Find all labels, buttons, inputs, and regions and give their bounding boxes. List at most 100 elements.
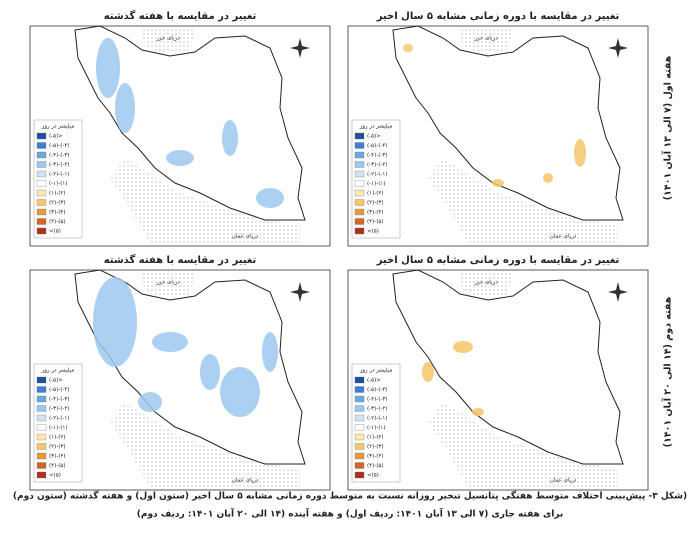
caption: برای هفته جاری (۷ الی ۱۳ آبان ۱۴۰۱: ردیف… — [137, 508, 564, 520]
change-area — [115, 83, 135, 133]
legend-label: (-۵)-(-۴) — [367, 143, 387, 149]
legend-label: (-۳)-(-۲) — [367, 162, 387, 168]
legend-label: (-۴)-(-۳) — [367, 397, 387, 403]
compass — [290, 282, 310, 302]
legend-label: (-۵)-(-۴) — [367, 387, 387, 393]
legend-label: (۲)-(۳) — [367, 200, 383, 206]
legend-swatch — [36, 414, 47, 422]
legend-swatch — [36, 189, 47, 197]
panel-title: تغییر در مقایسه با هفته گذشته — [104, 253, 257, 266]
legend-label: (-۵)-(-۴) — [49, 143, 69, 149]
legend-swatch — [36, 142, 47, 149]
legend-label: (-۱)-(۱) — [367, 181, 385, 187]
legend-swatch — [36, 161, 47, 168]
change-area — [166, 150, 194, 166]
legend-label: (۴)-(۵) — [49, 463, 65, 469]
legend-swatch — [36, 227, 47, 235]
legend-swatch — [36, 180, 47, 187]
legend-swatch — [354, 452, 365, 460]
legend-box — [351, 363, 401, 483]
legend-box — [33, 119, 83, 239]
legend-swatch — [354, 180, 365, 187]
legend-label: (-۴)-(-۳) — [367, 153, 387, 159]
legend-swatch — [36, 218, 47, 225]
legend-label: (۱)-(۲) — [49, 191, 65, 197]
legend-swatch — [354, 218, 365, 225]
legend-label: (-۱)-(۱) — [367, 425, 385, 431]
gulf-sea — [110, 402, 300, 488]
legend-label: (-۴)-(-۳) — [49, 153, 69, 159]
panel-title: تغییر در مقایسه با دوره زمانی مشابه ۵ سا… — [376, 255, 620, 266]
sea-label: دریای خزر — [155, 36, 180, 42]
legend-swatch — [36, 452, 47, 460]
legend-label: (-۳)-(-۲) — [367, 406, 387, 412]
sea-label: دریای خزر — [473, 36, 498, 42]
legend-label: (۳)-(۴) — [49, 454, 65, 460]
legend-swatch — [354, 132, 365, 140]
row-label: هفته اول (۷ الی ۱۳ آبان ۱۴۰۱) — [661, 55, 674, 200]
change-area — [262, 332, 278, 372]
legend-swatch — [36, 376, 47, 384]
legend-label: (-۲)-(-۱) — [367, 172, 387, 178]
change-area — [472, 408, 484, 416]
legend-label: (۱)-(۲) — [49, 435, 65, 441]
legend-box — [33, 363, 83, 483]
panel-title: تغییر در مقایسه با هفته گذشته — [104, 9, 257, 22]
map-panel: تغییر در مقایسه با هفته گذشته دریای خزر در… — [29, 9, 331, 247]
legend-swatch — [354, 376, 365, 384]
legend-swatch — [354, 170, 365, 178]
legend-label: (۲)-(۳) — [49, 444, 65, 450]
change-area — [403, 44, 413, 52]
legend-label: <(۵) — [367, 473, 379, 479]
legend-label: (-۲)-(-۱) — [49, 172, 69, 178]
iran-outline — [74, 25, 306, 221]
gulf-sea — [428, 158, 618, 244]
legend-swatch — [36, 433, 47, 441]
legend-swatch — [354, 208, 365, 216]
change-area — [492, 179, 504, 187]
sea-label: دریای خزر — [155, 280, 180, 286]
legend-title: میلیمتر در روز — [41, 124, 75, 130]
legend-label: (-۵)> — [367, 134, 381, 140]
change-area — [574, 139, 586, 167]
sea-label: دریای عمان — [232, 234, 259, 240]
legend-swatch — [36, 443, 47, 450]
sea-label: دریای خزر — [473, 280, 498, 286]
legend-swatch — [354, 142, 365, 149]
legend-swatch — [36, 199, 47, 206]
sea-label: دریای عمان — [550, 478, 577, 484]
legend-swatch — [36, 462, 47, 469]
map-panel: تغییر در مقایسه با دوره زمانی مشابه ۵ سا… — [347, 11, 649, 247]
change-area — [93, 277, 137, 367]
legend-label: (-۱)-(۱) — [49, 181, 67, 187]
legend-label: (-۳)-(-۲) — [49, 406, 69, 412]
legend-label: (-۵)-(-۴) — [49, 387, 69, 393]
caspian-sea — [142, 272, 195, 298]
panel-title: تغییر در مقایسه با دوره زمانی مشابه ۵ سا… — [376, 11, 620, 22]
gulf-sea — [428, 402, 618, 488]
legend-swatch — [354, 443, 365, 450]
caspian-sea — [460, 28, 513, 54]
compass — [290, 38, 310, 58]
legend-swatch — [36, 386, 47, 393]
row-label: هفته دوم (۱۴ الی ۲۰ آبان ۱۴۰۱) — [661, 296, 674, 447]
change-area — [256, 188, 284, 208]
legend-swatch — [354, 161, 365, 168]
change-area — [220, 367, 260, 417]
change-area — [152, 332, 188, 352]
legend-label: (۴)-(۵) — [367, 463, 383, 469]
gulf-sea — [110, 158, 300, 244]
caspian-sea — [460, 272, 513, 298]
legend-label: (-۴)-(-۳) — [49, 397, 69, 403]
map-panel: تغییر در مقایسه با دوره زمانی مشابه ۵ سا… — [347, 255, 649, 491]
legend-label: (۴)-(۵) — [367, 219, 383, 225]
legend-title: میلیمتر در روز — [359, 368, 393, 374]
legend-swatch — [354, 424, 365, 431]
legend-label: (-۵)> — [49, 134, 63, 140]
legend-label: (-۱)-(۱) — [49, 425, 67, 431]
legend-swatch — [354, 471, 365, 479]
sea-label: دریای عمان — [232, 478, 259, 484]
legend-label: (۳)-(۴) — [367, 454, 383, 460]
